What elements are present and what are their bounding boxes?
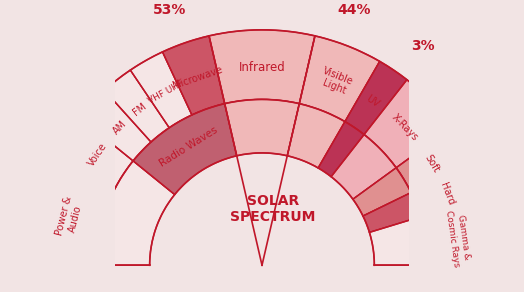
Wedge shape [287, 104, 345, 168]
Text: Voice: Voice [86, 141, 110, 168]
Text: Power &
Audio: Power & Audio [54, 195, 85, 239]
Text: AM: AM [111, 119, 128, 137]
Wedge shape [54, 117, 133, 187]
Wedge shape [104, 70, 169, 142]
Text: Visible
Light: Visible Light [317, 66, 355, 98]
Wedge shape [299, 36, 380, 121]
Text: UV: UV [364, 93, 381, 109]
Wedge shape [353, 168, 411, 216]
Text: Hard: Hard [438, 182, 456, 207]
Wedge shape [162, 36, 225, 115]
Text: Radio Waves: Radio Waves [157, 126, 219, 169]
Wedge shape [225, 99, 299, 156]
Text: Gamma &
Cosmic Rays: Gamma & Cosmic Rays [444, 208, 472, 267]
Wedge shape [345, 61, 407, 135]
Text: X-Rays: X-Rays [389, 112, 420, 143]
Wedge shape [133, 104, 237, 194]
Text: 44%: 44% [338, 3, 372, 17]
Wedge shape [209, 30, 315, 104]
Wedge shape [79, 90, 151, 161]
Wedge shape [130, 52, 192, 128]
Text: FM: FM [132, 101, 149, 118]
Wedge shape [369, 217, 428, 265]
Text: Soft: Soft [422, 152, 441, 174]
Text: VHF UHF: VHF UHF [147, 79, 185, 106]
Wedge shape [331, 135, 396, 199]
Text: Infrared: Infrared [238, 61, 286, 74]
Wedge shape [364, 80, 452, 168]
Wedge shape [318, 121, 364, 177]
Wedge shape [411, 162, 487, 217]
Wedge shape [396, 127, 474, 192]
Wedge shape [363, 192, 421, 232]
Text: 53%: 53% [153, 3, 186, 17]
Wedge shape [96, 161, 174, 265]
Wedge shape [27, 155, 116, 265]
Text: SOLAR
SPECTRUM: SOLAR SPECTRUM [230, 194, 315, 224]
Wedge shape [421, 197, 497, 265]
Text: 3%: 3% [411, 39, 434, 53]
Text: Microwave: Microwave [171, 65, 224, 91]
